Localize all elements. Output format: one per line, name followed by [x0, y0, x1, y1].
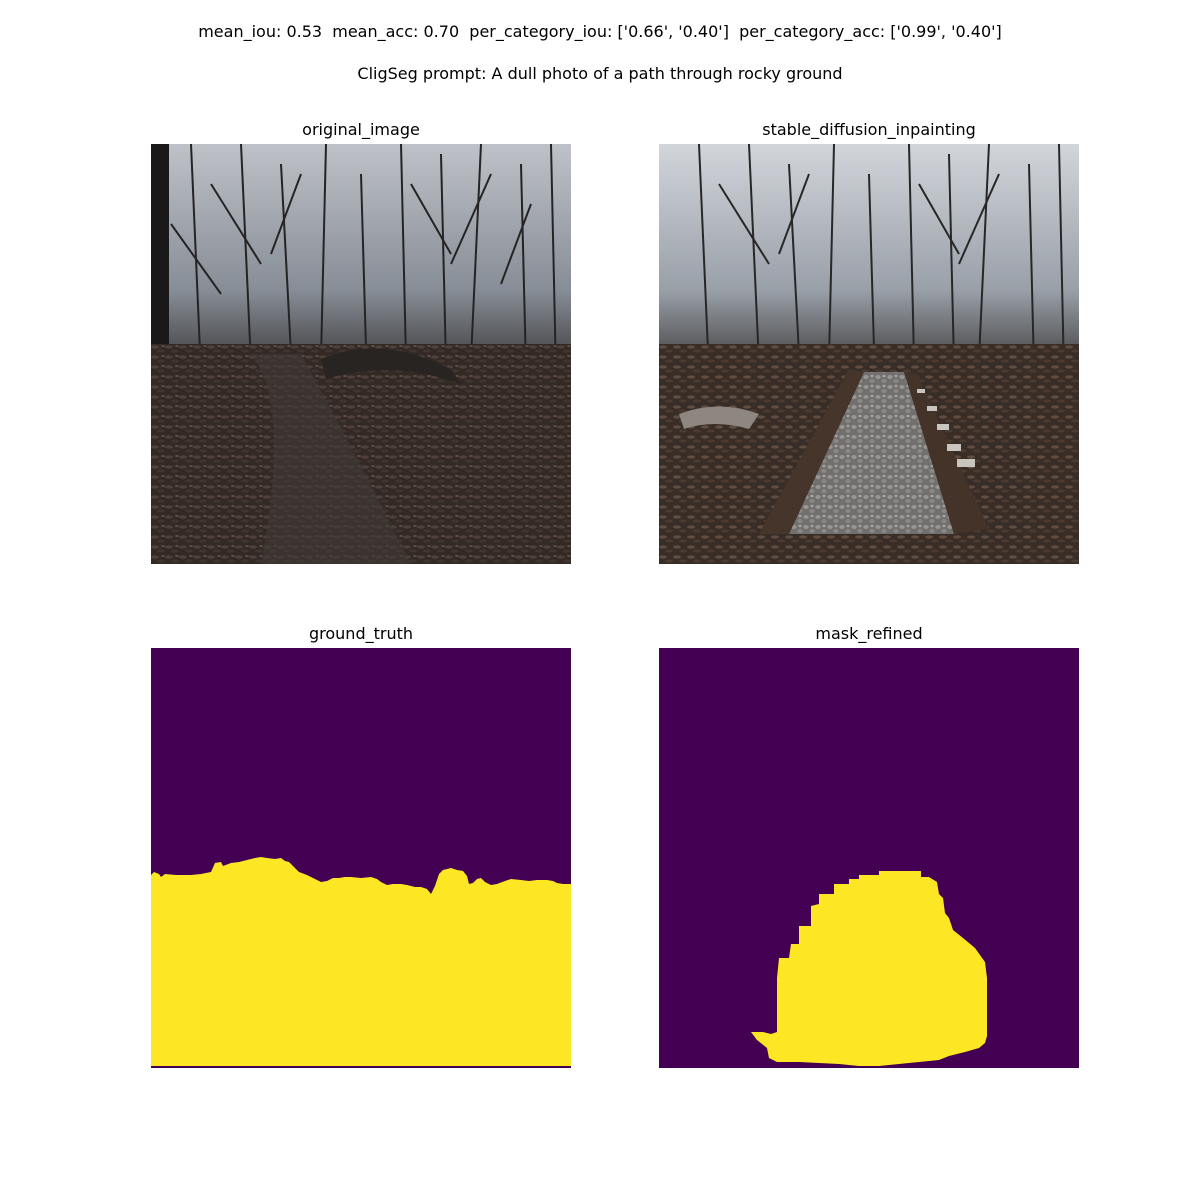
panel-title-inpainting: stable_diffusion_inpainting [762, 120, 976, 139]
refined-mask [659, 648, 1079, 1068]
prompt-caption: CligSeg prompt: A dull photo of a path t… [357, 64, 843, 83]
original-image [151, 144, 571, 564]
inpainted-image [659, 144, 1079, 564]
metrics-summary: mean_iou: 0.53 mean_acc: 0.70 per_catego… [198, 22, 1002, 41]
panel-title-ground-truth: ground_truth [308, 624, 413, 643]
panel-title-original-image: original_image [302, 120, 420, 139]
panel-title-mask-refined: mask_refined [815, 624, 923, 643]
ground-truth-mask [151, 648, 571, 1068]
